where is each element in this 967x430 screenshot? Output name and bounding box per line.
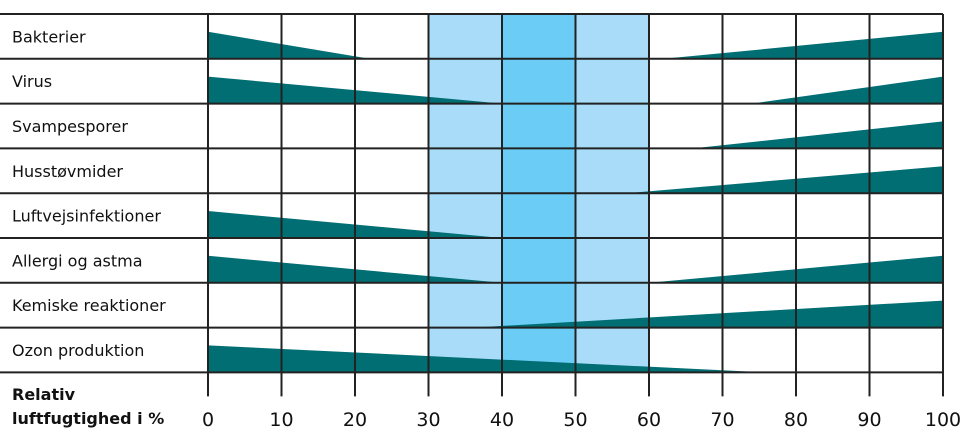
x-axis: Relativ luftfugtighed i % 0 10 20 30 40 50 60 7… [12,385,961,430]
risk-area-low-1 [208,31,370,59]
x-tick-label-90: 90 [857,409,881,430]
x-tick-label-10: 10 [269,409,293,430]
risk-area-high-3 [693,121,943,149]
row-label-4: Husstøvmider [12,162,123,181]
risk-area-high-4 [626,166,943,194]
x-tick-label-0: 0 [202,409,214,430]
row-labels: Bakterier Virus Svampesporer Husstøvmider Lu… [12,27,166,360]
x-tick-label-100: 100 [925,409,961,430]
x-tick-label-20: 20 [343,409,367,430]
chart-grid [0,13,944,397]
row-label-7: Kemiske reaktioner [12,296,166,315]
risk-area-low-8 [208,345,767,373]
risk-area-high-1 [663,31,943,59]
x-tick-label-80: 80 [784,409,808,430]
x-axis-title-line-2: luftfugtighed i % [12,409,164,428]
risk-area-high-2 [751,76,943,104]
row-label-3: Svampesporer [12,117,128,136]
x-tick-label-50: 50 [563,409,587,430]
row-label-1: Bakterier [12,27,86,46]
row-label-6: Allergi og astma [12,251,143,270]
x-axis-title-line-1: Relativ [12,385,76,404]
x-tick-label-60: 60 [637,409,661,430]
x-tick-label-30: 30 [416,409,440,430]
x-tick-label-70: 70 [710,409,734,430]
row-label-8: Ozon produktion [12,341,144,360]
row-label-2: Virus [12,72,52,91]
x-tick-label-40: 40 [490,409,514,430]
risk-area-high-7 [472,300,943,328]
row-label-5: Luftvejsinfektioner [12,207,161,226]
